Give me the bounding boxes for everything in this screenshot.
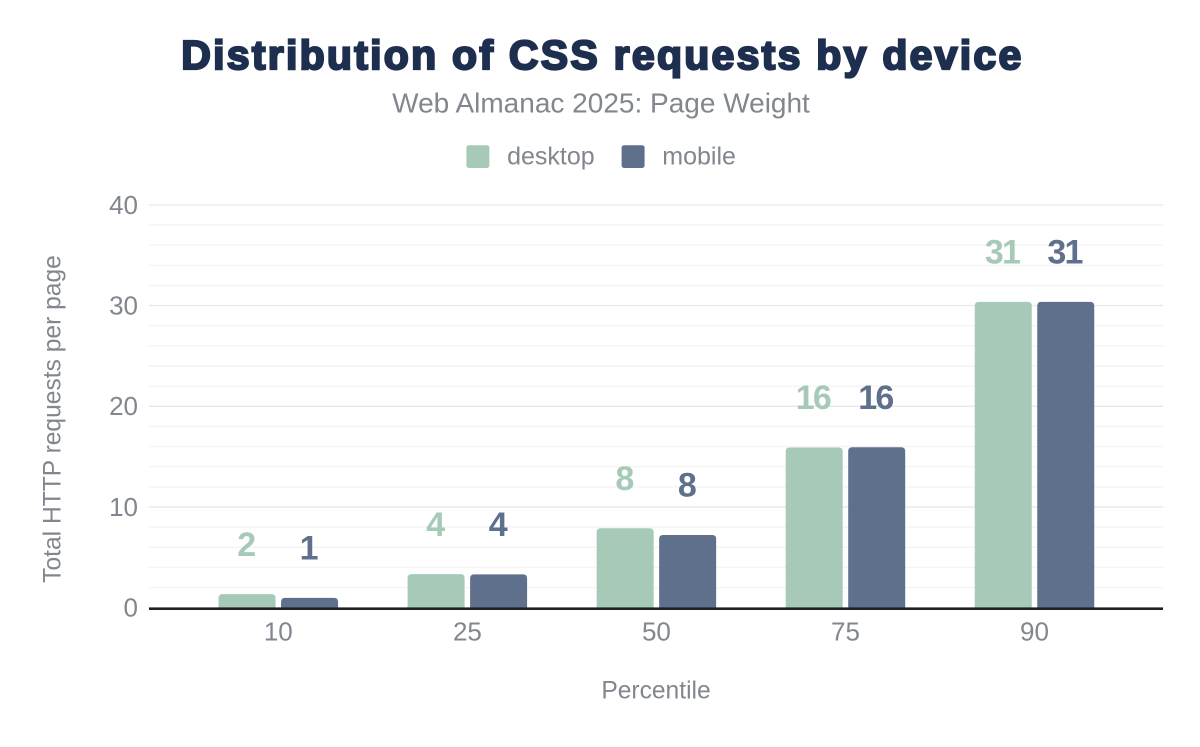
svg-text:75: 75 (831, 616, 860, 646)
svg-text:90: 90 (1020, 616, 1049, 646)
svg-text:desktop: desktop (507, 142, 595, 170)
svg-text:4: 4 (489, 506, 508, 544)
svg-text:31: 31 (1047, 234, 1082, 272)
svg-text:Distribution of CSS requests b: Distribution of CSS requests by device (181, 32, 1023, 78)
svg-text:10: 10 (264, 616, 293, 646)
svg-text:50: 50 (642, 616, 671, 646)
svg-text:40: 40 (109, 190, 138, 220)
svg-text:Total HTTP requests per page: Total HTTP requests per page (40, 255, 67, 583)
svg-text:Web Almanac 2025: Page Weight: Web Almanac 2025: Page Weight (392, 88, 810, 119)
svg-text:8: 8 (615, 460, 633, 498)
svg-text:mobile: mobile (662, 142, 736, 170)
svg-text:16: 16 (858, 379, 893, 417)
svg-text:4: 4 (426, 506, 445, 544)
svg-text:1: 1 (300, 530, 318, 568)
svg-text:16: 16 (796, 379, 831, 417)
svg-text:8: 8 (678, 467, 696, 505)
svg-text:10: 10 (109, 492, 138, 522)
svg-text:20: 20 (109, 391, 138, 421)
svg-text:30: 30 (109, 291, 138, 321)
svg-text:25: 25 (453, 616, 482, 646)
svg-text:2: 2 (237, 526, 255, 564)
svg-text:31: 31 (985, 234, 1020, 272)
svg-text:Percentile: Percentile (601, 677, 710, 704)
svg-text:0: 0 (124, 593, 138, 623)
